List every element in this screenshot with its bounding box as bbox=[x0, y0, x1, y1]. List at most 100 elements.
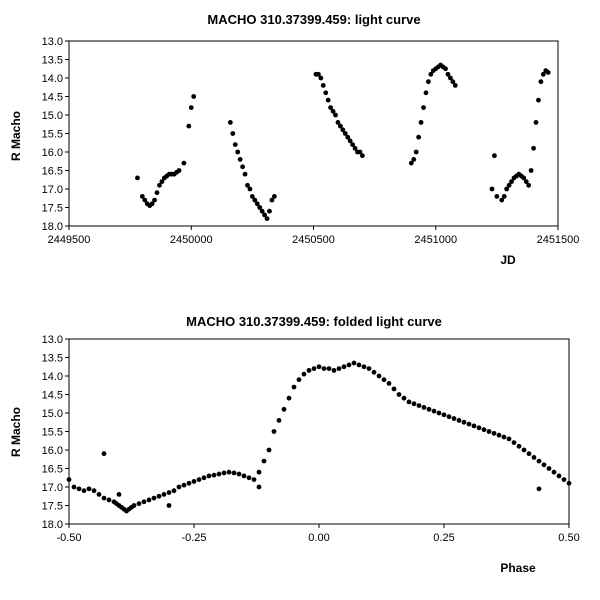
data-point bbox=[531, 455, 537, 460]
data-point bbox=[566, 480, 572, 486]
data-point bbox=[411, 401, 417, 407]
data-point bbox=[226, 469, 232, 475]
data-point bbox=[491, 430, 497, 436]
data-point bbox=[191, 479, 197, 484]
data-point bbox=[71, 484, 77, 490]
x-tick-label: 2451500 bbox=[537, 234, 580, 246]
data-point bbox=[276, 418, 282, 423]
data-points bbox=[66, 360, 572, 514]
data-point bbox=[413, 149, 419, 155]
data-point bbox=[149, 201, 155, 207]
y-tick-label: 18.0 bbox=[42, 519, 63, 531]
data-point bbox=[446, 414, 452, 420]
data-point bbox=[335, 120, 341, 125]
data-point bbox=[259, 208, 265, 214]
data-point bbox=[246, 475, 252, 481]
data-point bbox=[188, 105, 194, 110]
data-point bbox=[501, 434, 507, 440]
data-point bbox=[256, 484, 262, 490]
y-axis-label: R Macho bbox=[9, 407, 23, 457]
y-tick-label: 17.5 bbox=[42, 501, 63, 513]
data-point bbox=[511, 440, 517, 445]
data-point bbox=[326, 366, 332, 371]
data-point bbox=[252, 197, 258, 203]
data-point bbox=[191, 94, 197, 99]
data-point bbox=[101, 451, 107, 457]
data-point bbox=[325, 97, 331, 103]
data-point bbox=[232, 142, 238, 148]
data-point bbox=[186, 480, 192, 486]
x-tick-label: 0.00 bbox=[308, 532, 329, 544]
data-point bbox=[340, 127, 346, 133]
data-point bbox=[86, 486, 92, 492]
data-point bbox=[101, 495, 107, 501]
data-point bbox=[146, 497, 152, 503]
data-point bbox=[136, 501, 142, 507]
data-point bbox=[561, 477, 567, 482]
data-point bbox=[342, 131, 348, 136]
y-ticks: 13.0 13.5 14.0 14.5 15.0 15.5 16.0 16.5 17.0 17.5… bbox=[42, 334, 69, 531]
data-point bbox=[356, 362, 362, 368]
data-point bbox=[441, 412, 447, 418]
data-point bbox=[311, 366, 317, 371]
data-point bbox=[536, 97, 541, 103]
data-point bbox=[247, 186, 253, 192]
data-point bbox=[391, 386, 397, 392]
data-point bbox=[141, 499, 147, 505]
data-point bbox=[445, 71, 451, 77]
data-point bbox=[91, 488, 97, 494]
data-point bbox=[501, 194, 507, 199]
x-tick-label: 2451000 bbox=[414, 234, 457, 246]
data-point bbox=[152, 197, 157, 203]
data-point bbox=[494, 194, 500, 199]
data-point bbox=[496, 432, 502, 438]
x-tick-label: 2450000 bbox=[170, 234, 213, 246]
data-point bbox=[471, 423, 477, 429]
data-point bbox=[216, 471, 222, 477]
data-point bbox=[256, 469, 262, 475]
data-point bbox=[336, 366, 342, 371]
y-tick-label: 16.0 bbox=[42, 445, 63, 457]
y-tick-label: 14.0 bbox=[42, 371, 63, 383]
data-point bbox=[249, 194, 255, 199]
data-point bbox=[533, 120, 539, 125]
data-point bbox=[316, 364, 322, 370]
x-axis-label: Phase bbox=[500, 561, 536, 575]
data-point bbox=[386, 381, 392, 386]
data-point bbox=[286, 395, 292, 401]
data-point bbox=[142, 197, 148, 203]
data-point bbox=[556, 473, 562, 479]
x-tick-label: -0.50 bbox=[56, 532, 81, 544]
data-point bbox=[257, 205, 263, 210]
data-point bbox=[499, 197, 505, 203]
data-point bbox=[536, 458, 542, 464]
x-tick-label: -0.25 bbox=[181, 532, 206, 544]
data-point bbox=[240, 164, 245, 170]
data-point bbox=[135, 175, 140, 181]
data-point bbox=[521, 447, 527, 453]
data-point bbox=[269, 197, 275, 203]
data-point bbox=[352, 145, 358, 151]
data-points bbox=[135, 62, 551, 222]
data-point bbox=[171, 488, 177, 494]
data-point bbox=[357, 149, 363, 155]
data-point bbox=[545, 70, 551, 75]
y-tick-label: 14.5 bbox=[42, 92, 63, 104]
data-point bbox=[315, 71, 321, 77]
data-point bbox=[341, 364, 347, 370]
y-tick-label: 16.0 bbox=[42, 147, 63, 159]
x-tick-label: 0.25 bbox=[433, 532, 454, 544]
data-point bbox=[81, 488, 87, 494]
data-point bbox=[230, 131, 236, 136]
data-point bbox=[347, 138, 353, 144]
data-point bbox=[396, 392, 402, 397]
data-point bbox=[291, 384, 297, 390]
light-curve-chart: MACHO 310.37399.459: light curve R Macho… bbox=[9, 12, 579, 267]
data-point bbox=[509, 179, 514, 185]
data-point bbox=[350, 142, 356, 148]
x-tick-label: 2449500 bbox=[48, 234, 91, 246]
data-point bbox=[331, 368, 337, 373]
y-tick-label: 13.0 bbox=[42, 334, 63, 346]
data-point bbox=[301, 371, 307, 377]
